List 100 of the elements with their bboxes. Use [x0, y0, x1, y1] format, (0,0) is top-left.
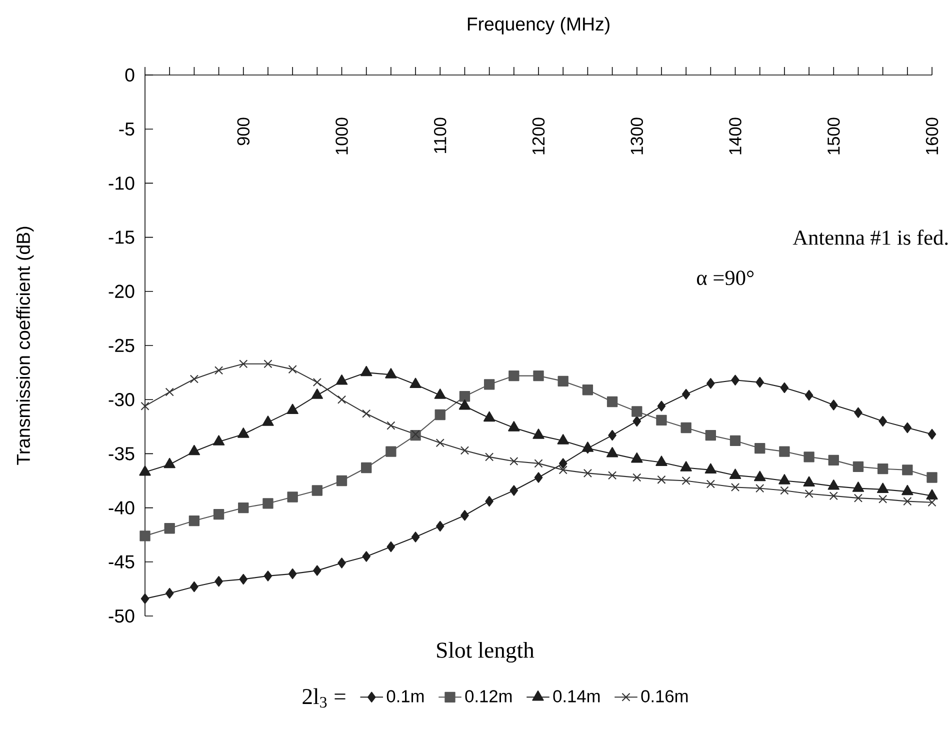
point: [239, 574, 248, 585]
point: [878, 416, 887, 427]
point: [632, 416, 642, 427]
y-tick-label: -20: [108, 284, 134, 298]
point: [140, 530, 150, 542]
point: [632, 473, 642, 482]
point: [582, 384, 594, 396]
point: [706, 378, 715, 389]
point: [164, 523, 175, 534]
point: [188, 515, 200, 526]
y-tick-label: -35: [108, 447, 134, 460]
point: [312, 378, 322, 387]
point: [508, 370, 520, 382]
point: [434, 388, 446, 399]
point: [532, 428, 544, 439]
point: [928, 428, 936, 440]
point: [704, 463, 717, 474]
point: [902, 484, 914, 496]
point: [190, 581, 198, 592]
point: [754, 470, 766, 482]
point: [165, 588, 174, 599]
point: [606, 396, 618, 408]
point: [410, 378, 422, 388]
point: [139, 465, 151, 476]
legend-label: 0.14m: [553, 690, 600, 702]
point: [239, 360, 248, 368]
point: [926, 472, 938, 483]
point: [336, 374, 348, 385]
point: [928, 498, 936, 507]
point: [705, 430, 716, 441]
point: [140, 593, 150, 604]
point: [460, 510, 469, 521]
point: [606, 447, 618, 458]
point: [311, 388, 324, 399]
annotation: α =90°: [696, 270, 754, 286]
point: [852, 482, 864, 492]
point: [508, 421, 520, 432]
point: [754, 442, 766, 454]
point: [680, 461, 692, 472]
point: [902, 464, 913, 476]
point: [188, 444, 200, 456]
point: [828, 454, 839, 466]
point: [729, 468, 742, 479]
point: [803, 476, 815, 487]
point: [779, 446, 790, 457]
point: [780, 486, 789, 495]
point: [190, 374, 198, 384]
x-tick-label: 1300: [630, 118, 644, 154]
point: [460, 446, 470, 455]
point: [140, 402, 150, 410]
point: [434, 409, 446, 420]
y-axis-title: Transmission coefficient (dB): [16, 226, 34, 465]
legend-title: 2l$_{3}$ =: [302, 688, 346, 708]
y-tick-label: -50: [108, 609, 134, 623]
y-tick-label: 0: [125, 68, 134, 82]
point: [876, 482, 889, 494]
text: Slot length: [437, 642, 534, 663]
point: [852, 461, 864, 472]
point: [731, 374, 740, 386]
x-tick-label: 1500: [827, 118, 840, 154]
annotation: Antenna #1 is fed.: [792, 230, 948, 245]
x-tick-label: 1600: [926, 118, 938, 154]
point: [778, 474, 790, 484]
point: [362, 551, 370, 562]
point: [756, 376, 764, 388]
y-tick-label: -40: [108, 501, 134, 514]
point: [361, 462, 372, 474]
legend-label: 0.16m: [641, 690, 688, 702]
x-tick-label: 1000: [336, 118, 348, 154]
point: [338, 558, 346, 568]
point: [459, 391, 470, 402]
point: [484, 379, 495, 390]
x-axis-title: Frequency (MHz): [468, 16, 610, 34]
point: [804, 390, 814, 401]
point: [657, 400, 666, 412]
point: [360, 366, 372, 376]
point: [656, 456, 668, 466]
point: [657, 475, 666, 484]
point: [213, 508, 224, 520]
point: [485, 452, 494, 462]
point: [386, 421, 396, 430]
point: [608, 430, 616, 441]
point: [682, 388, 690, 400]
point: [362, 409, 371, 418]
y-tick-label: -30: [108, 392, 134, 406]
point: [583, 468, 592, 478]
point: [510, 456, 518, 466]
legend-label: 0.12m: [465, 690, 512, 702]
point: [534, 472, 543, 483]
point: [632, 406, 642, 417]
point: [436, 438, 444, 448]
point: [780, 382, 789, 394]
point: [926, 489, 938, 500]
point: [557, 434, 569, 444]
point: [264, 360, 272, 368]
point: [534, 459, 543, 468]
point: [828, 479, 840, 490]
point: [608, 471, 617, 480]
point: [730, 435, 741, 446]
point: [458, 399, 471, 410]
